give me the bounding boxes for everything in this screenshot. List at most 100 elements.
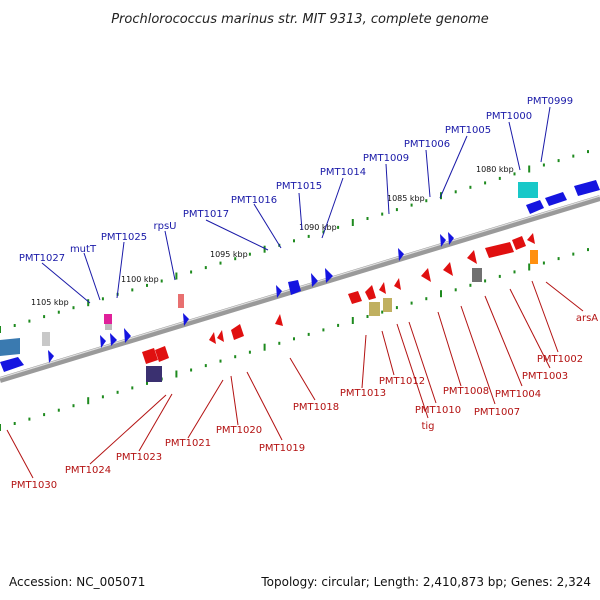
major-tick — [528, 263, 531, 271]
gene-top — [124, 328, 131, 343]
accession-text: Accession: NC_005071 — [9, 575, 145, 589]
gene-bottom — [527, 233, 535, 244]
minor-tick — [469, 283, 472, 287]
gene-top — [110, 333, 117, 346]
map-title: Prochlorococcus marinus str. MIT 9313, c… — [111, 12, 489, 27]
minor-tick — [43, 315, 46, 319]
gene-bottom — [365, 285, 376, 300]
minor-tick — [101, 297, 104, 301]
major-tick — [87, 397, 90, 405]
gene-bottom — [383, 298, 392, 312]
minor-tick — [381, 212, 384, 216]
gene-label-bottom: PMT1007 — [474, 407, 520, 418]
top-tick-row — [0, 150, 589, 333]
gene-bottom — [443, 262, 453, 276]
major-tick — [351, 317, 354, 324]
minor-tick — [587, 248, 589, 252]
minor-tick — [234, 257, 237, 261]
minor-tick — [190, 270, 193, 274]
minor-tick — [146, 381, 148, 385]
major-tick — [263, 343, 266, 351]
bottom-leader-lines — [6, 280, 584, 479]
gene-top — [288, 280, 301, 295]
gene-label-bottom: PMT1004 — [495, 389, 541, 400]
minor-tick — [410, 203, 413, 207]
gene-bottom — [142, 348, 158, 364]
minor-tick — [572, 252, 575, 256]
minor-tick — [72, 404, 75, 408]
minor-tick — [43, 413, 46, 417]
gene-bottom — [155, 346, 169, 362]
gene-label-bottom: PMT1030 — [11, 480, 57, 491]
minor-tick — [322, 328, 325, 332]
gene-label-bottom: PMT1008 — [443, 386, 489, 397]
major-tick — [263, 245, 266, 253]
gene-label-bottom: tig — [421, 421, 434, 432]
gene-bottom — [394, 278, 401, 290]
minor-tick — [395, 306, 398, 310]
minor-tick — [498, 176, 501, 180]
bottom-tick-row — [0, 248, 589, 431]
gene-label-bottom: PMT1012 — [379, 376, 425, 387]
kbp-label: 1100 kbp — [121, 275, 159, 284]
gene-label-top: mutT — [70, 244, 97, 255]
minor-tick — [146, 283, 148, 287]
gene-label-top: PMT1025 — [101, 232, 147, 243]
gene-label-bottom: PMT1002 — [537, 354, 583, 365]
minor-tick — [204, 266, 207, 270]
major-tick — [440, 290, 442, 298]
minor-tick — [322, 230, 325, 234]
minor-tick — [28, 417, 31, 421]
gene-top — [0, 357, 24, 372]
minor-tick — [131, 386, 134, 390]
genome-summary-text: Topology: circular; Length: 2,410,873 bp… — [260, 575, 591, 589]
gene-label-top: PMT1009 — [363, 153, 409, 164]
gene-bottom — [421, 268, 431, 282]
kbp-label: 1080 kbp — [476, 165, 514, 174]
gene-label-top: PMT1017 — [183, 209, 229, 220]
minor-tick — [248, 252, 251, 256]
gene-top — [183, 313, 189, 326]
gene-label-bottom: PMT1019 — [259, 443, 305, 454]
genome-backbone-highlight — [0, 195, 600, 379]
gene-label-bottom: PMT1010 — [415, 405, 461, 416]
minor-tick — [28, 319, 31, 323]
minor-tick — [57, 310, 60, 314]
gene-top — [105, 324, 112, 330]
minor-tick — [101, 395, 104, 399]
gene-label-bottom: PMT1018 — [293, 402, 339, 413]
minor-tick — [204, 364, 207, 368]
gene-label-bottom: PMT1013 — [340, 388, 386, 399]
kbp-label: 1090 kbp — [299, 223, 337, 232]
minor-tick — [454, 190, 457, 194]
minor-tick — [13, 422, 16, 425]
minor-tick — [293, 239, 295, 243]
minor-tick — [307, 332, 310, 336]
minor-tick — [469, 185, 472, 189]
minor-tick — [160, 279, 163, 283]
minor-tick — [484, 279, 487, 283]
minor-tick — [337, 323, 340, 327]
top-gene-labels: PMT0999 PMT1000 PMT1005 PMT1006 PMT1009 … — [19, 96, 573, 264]
kbp-label: 1105 kbp — [31, 298, 69, 307]
minor-tick — [13, 324, 16, 327]
kbp-label: 1085 kbp — [387, 194, 425, 203]
minor-tick — [498, 274, 501, 278]
minor-tick — [410, 301, 413, 305]
gene-top — [311, 273, 318, 287]
minor-tick — [219, 359, 222, 363]
major-tick — [0, 424, 1, 431]
minor-tick — [293, 337, 295, 341]
gene-bottom — [379, 282, 386, 294]
minor-tick — [572, 154, 575, 158]
major-tick — [0, 326, 1, 333]
minor-tick — [307, 234, 310, 238]
gene-top — [0, 338, 20, 356]
gene-label-top: PMT1006 — [404, 139, 450, 150]
minor-tick — [587, 150, 589, 154]
minor-tick — [542, 261, 545, 265]
gene-label-top: rpsU — [154, 221, 177, 232]
gene-label-bottom: PMT1021 — [165, 438, 211, 449]
bottom-gene-labels: arsA PMT1002 PMT1003 PMT1004 PMT1007 PMT… — [11, 313, 598, 491]
